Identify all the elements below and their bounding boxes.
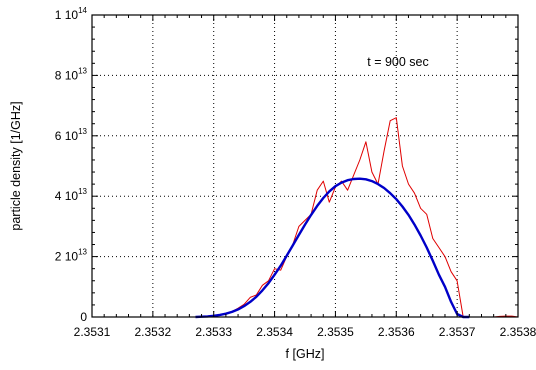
y-tick-label: 6 1013	[55, 127, 88, 143]
y-tick-label: 0	[80, 310, 87, 324]
x-tick-label: 2.3534	[256, 325, 293, 339]
y-tick-label: 1 1014	[55, 6, 88, 22]
x-tick-label: 2.3536	[378, 325, 415, 339]
y-tick-label: 8 1013	[55, 66, 88, 82]
x-tick-label: 2.3538	[500, 325, 536, 339]
plot-frame	[91, 14, 519, 318]
time-annotation: t = 900 sec	[367, 55, 429, 69]
y-axis-title: particle density [1/GHz]	[9, 101, 23, 230]
grid-layer	[92, 15, 518, 317]
fit-curve-line	[195, 177, 470, 319]
x-tick-label: 2.3535	[317, 325, 354, 339]
x-tick-label: 2.3531	[74, 325, 111, 339]
y-tick-label: 2 1013	[55, 248, 88, 264]
x-axis-title: f [GHz]	[286, 347, 325, 361]
y-tick-label: 4 1013	[55, 187, 88, 203]
labels-layer: 2.3531 2.3532 2.3533 2.3534 2.3535 2.3536 2.35…	[55, 6, 536, 339]
ticks-layer	[91, 14, 519, 318]
x-tick-label: 2.3533	[195, 325, 232, 339]
x-tick-label: 2.3537	[439, 325, 476, 339]
x-tick-label: 2.3532	[135, 325, 172, 339]
